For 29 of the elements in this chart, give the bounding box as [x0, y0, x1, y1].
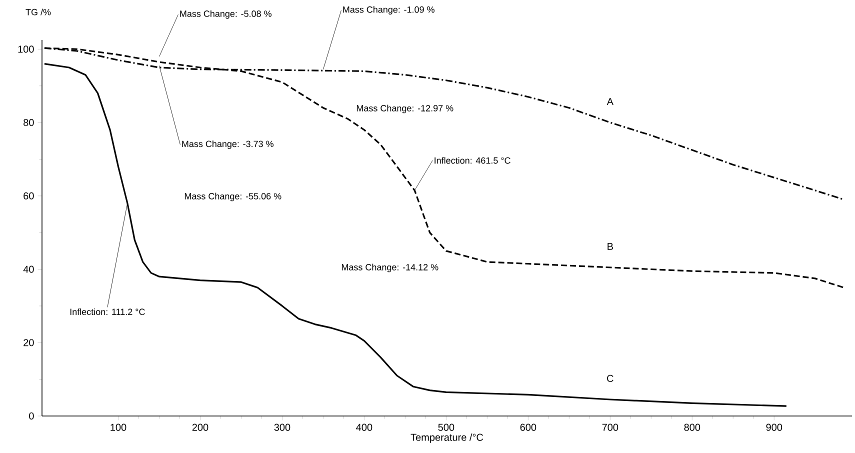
x-tick-label: 500 [438, 424, 454, 431]
y-tick-label: 80 [24, 118, 34, 126]
annotation: Mass Change: -14.12 % [342, 264, 438, 272]
annotation: Mass Change: -5.08 % [180, 10, 272, 19]
x-tick-label: 900 [766, 424, 782, 431]
y-tick-label: 60 [24, 192, 34, 200]
x-tick-label: 400 [356, 424, 372, 431]
x-tick-label: 100 [110, 424, 126, 431]
x-tick-label: 300 [274, 424, 290, 431]
x-tick-label: 200 [192, 424, 208, 431]
annotation: Mass Change: -55.06 % [184, 192, 282, 202]
x-tick-label: 800 [684, 424, 700, 431]
y-tick-label: 40 [23, 266, 34, 273]
y-tick-label: 20 [24, 339, 34, 346]
annotation: Inflection: 111.2 °C [70, 308, 145, 316]
annotation: Mass Change: -1.09 % [343, 6, 434, 15]
x-axis-title: Temperature /°C [410, 434, 484, 443]
line-series [44, 63, 788, 407]
y-tick-label: 0 [29, 412, 34, 420]
annotation: Inflection: 461.5 °C [434, 157, 510, 164]
annotation: Mass Change: -12.97 % [356, 104, 454, 114]
series-label: B [608, 243, 613, 250]
y-axis-title: TG /% [26, 8, 51, 16]
series-label: A [606, 98, 614, 106]
y-tick-label: 100 [18, 46, 34, 53]
x-tick-label: 700 [602, 424, 618, 431]
annotation: Mass Change: -3.73 % [182, 140, 274, 149]
x-tick-label: 600 [520, 424, 536, 431]
series-label: C [607, 374, 614, 382]
